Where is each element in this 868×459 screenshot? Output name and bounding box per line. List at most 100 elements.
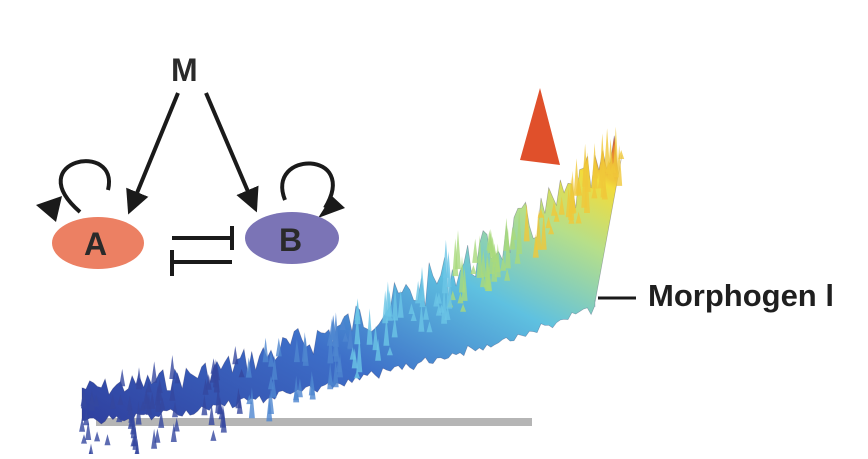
surface-spike bbox=[208, 403, 215, 425]
surface-spike bbox=[220, 409, 227, 433]
surface-spike bbox=[79, 417, 86, 432]
surface-spike bbox=[455, 230, 461, 270]
morphogen-surface-shape bbox=[81, 135, 623, 425]
node-b bbox=[245, 212, 339, 264]
surface-spike bbox=[386, 346, 393, 356]
surface-spike bbox=[347, 325, 354, 350]
surface-spike bbox=[136, 367, 142, 390]
surface-spike bbox=[573, 158, 580, 196]
surface-spike bbox=[268, 375, 274, 390]
surface-spike bbox=[601, 181, 608, 200]
surface-spike bbox=[384, 281, 391, 316]
surface-spike bbox=[568, 213, 575, 224]
surface-spike bbox=[215, 383, 222, 414]
surface-spike bbox=[444, 305, 451, 320]
surface-spike bbox=[159, 397, 166, 410]
surface-spike bbox=[117, 394, 124, 405]
surface-spike bbox=[126, 395, 133, 411]
self-activation-arrowhead-icon bbox=[318, 196, 345, 218]
surface-spike bbox=[397, 289, 404, 318]
surface-spike bbox=[523, 202, 530, 242]
surface-spike bbox=[104, 434, 111, 446]
surface-spike bbox=[339, 318, 346, 330]
activation-arrow-icon bbox=[126, 92, 180, 215]
surface-spike bbox=[332, 358, 339, 388]
surface-spike bbox=[591, 184, 598, 199]
surface-spike bbox=[83, 409, 90, 426]
self-activation-arrowhead-icon bbox=[36, 196, 62, 222]
morphogen-label: Morphogen l bbox=[648, 278, 834, 313]
surface-spike bbox=[504, 268, 511, 281]
surface-spike bbox=[93, 394, 100, 407]
surface-spike bbox=[535, 210, 542, 250]
surface-spike bbox=[503, 218, 510, 251]
surface-spike bbox=[327, 362, 334, 390]
surface-spike bbox=[330, 314, 337, 340]
surface-spike bbox=[245, 357, 252, 378]
surface-spike bbox=[449, 290, 456, 301]
surface-spike bbox=[354, 312, 361, 345]
surface-spike bbox=[238, 369, 245, 378]
surface-spike bbox=[333, 334, 340, 362]
surface-baseline bbox=[96, 418, 532, 426]
surface-spike bbox=[426, 321, 433, 333]
surface-spike bbox=[584, 152, 591, 192]
surface-spike bbox=[337, 353, 343, 378]
surface-spike bbox=[151, 361, 158, 383]
surface-spike bbox=[366, 308, 373, 345]
surface-spike bbox=[480, 271, 486, 288]
surface-spike bbox=[419, 266, 425, 301]
surface-spike bbox=[156, 383, 163, 401]
surface-spike bbox=[494, 243, 501, 278]
surface-spike bbox=[383, 316, 390, 346]
surface-spike bbox=[485, 256, 491, 291]
surface-spike bbox=[446, 269, 453, 309]
surface-spike bbox=[592, 156, 598, 179]
surface-spike bbox=[599, 133, 606, 181]
surface-spike bbox=[575, 211, 582, 224]
surface-spike bbox=[205, 374, 212, 390]
surface-spike bbox=[500, 255, 507, 271]
surface-spike bbox=[553, 211, 560, 222]
surface-spike bbox=[487, 233, 494, 254]
surface-spike bbox=[109, 393, 116, 409]
surface-spike bbox=[516, 209, 523, 254]
surface-spike bbox=[392, 285, 399, 321]
surface-spike bbox=[433, 292, 440, 307]
self-activation-arrow-icon bbox=[58, 159, 111, 214]
surface-spike bbox=[268, 387, 274, 414]
self-activation-arrow-icon bbox=[280, 161, 335, 210]
surface-spike bbox=[558, 196, 565, 215]
surface-spike bbox=[145, 381, 152, 393]
surface-spike bbox=[418, 304, 425, 332]
surface-spike bbox=[201, 394, 208, 416]
node-a-label: A bbox=[84, 226, 108, 262]
surface-spike bbox=[293, 338, 300, 363]
surface-spike bbox=[173, 417, 180, 432]
surface-spike bbox=[151, 428, 158, 449]
surface-spike bbox=[537, 208, 544, 218]
surface-spike bbox=[302, 337, 309, 366]
surface-spike bbox=[271, 355, 278, 380]
surface-spike bbox=[354, 370, 361, 379]
surface-spike bbox=[149, 391, 156, 409]
surface-spike bbox=[270, 375, 277, 398]
node-a bbox=[52, 217, 144, 269]
surface-spike bbox=[85, 420, 92, 440]
surface-spike bbox=[275, 337, 282, 357]
activation-arrow-icon bbox=[204, 92, 259, 213]
surface-spike bbox=[545, 216, 552, 229]
surface-spike bbox=[597, 172, 604, 189]
morphogen-surface bbox=[79, 88, 625, 459]
surface-spike bbox=[410, 311, 417, 321]
surface-spike bbox=[154, 428, 161, 443]
surface-spike bbox=[232, 346, 239, 365]
surface-spike bbox=[551, 201, 557, 216]
surface-spike bbox=[608, 171, 615, 181]
surface-spike bbox=[172, 401, 178, 418]
surface-spike bbox=[296, 378, 303, 398]
surface-spike bbox=[510, 227, 517, 240]
surface-spike bbox=[174, 372, 181, 384]
surface-spike bbox=[375, 338, 382, 361]
